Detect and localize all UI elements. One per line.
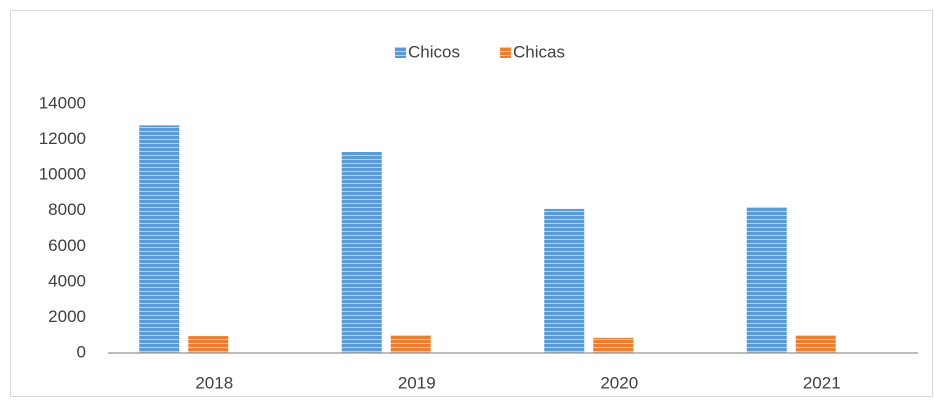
legend-label: Chicos [408,42,460,61]
x-tick-label: 2020 [600,373,638,392]
y-tick-label: 4000 [48,271,86,290]
y-tick-label: 8000 [48,200,86,219]
y-tick-label: 14000 [39,93,86,112]
x-tick-label: 2021 [803,373,841,392]
y-tick-label: 6000 [48,236,86,255]
bar [139,125,180,353]
y-tick-label: 10000 [39,165,86,184]
bar [341,152,382,353]
y-tick-label: 0 [77,342,86,361]
bar [593,337,634,353]
y-tick-label: 2000 [48,307,86,326]
bar [746,207,787,353]
x-tick-label: 2019 [398,373,436,392]
y-tick-label: 12000 [39,129,86,148]
legend-swatch [500,47,511,58]
bar [795,335,836,353]
bar [544,208,585,353]
legend-label: Chicas [513,42,565,61]
bar [390,335,431,353]
legend-swatch [395,47,406,58]
bar [188,336,229,353]
x-tick-label: 2018 [195,373,233,392]
